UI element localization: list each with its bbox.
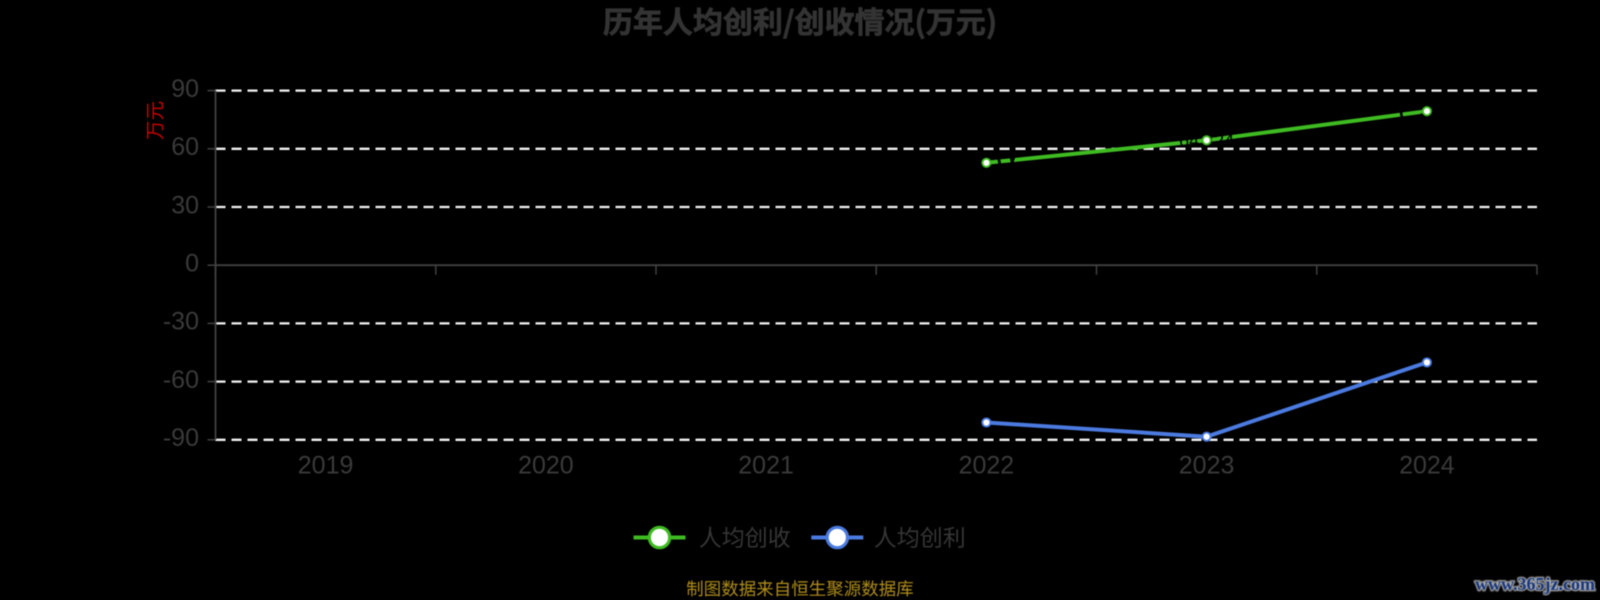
svg-text:60: 60 bbox=[171, 133, 199, 161]
svg-text:2022: 2022 bbox=[959, 452, 1015, 480]
svg-text:www.365jz.com: www.365jz.com bbox=[1475, 574, 1595, 594]
svg-text:-30: -30 bbox=[163, 308, 199, 336]
svg-text:-60: -60 bbox=[163, 366, 199, 394]
svg-text:2020: 2020 bbox=[518, 452, 574, 480]
svg-text:30: 30 bbox=[171, 191, 199, 219]
svg-text:2019: 2019 bbox=[298, 452, 354, 480]
svg-text:2024: 2024 bbox=[1399, 452, 1455, 480]
svg-text:2023: 2023 bbox=[1179, 452, 1235, 480]
svg-text:-90: -90 bbox=[163, 424, 199, 452]
svg-text:www.365jz.com: www.365jz.com bbox=[1475, 574, 1595, 594]
svg-text:2021: 2021 bbox=[738, 452, 794, 480]
svg-text:0: 0 bbox=[185, 250, 199, 278]
svg-text:90: 90 bbox=[171, 75, 199, 103]
